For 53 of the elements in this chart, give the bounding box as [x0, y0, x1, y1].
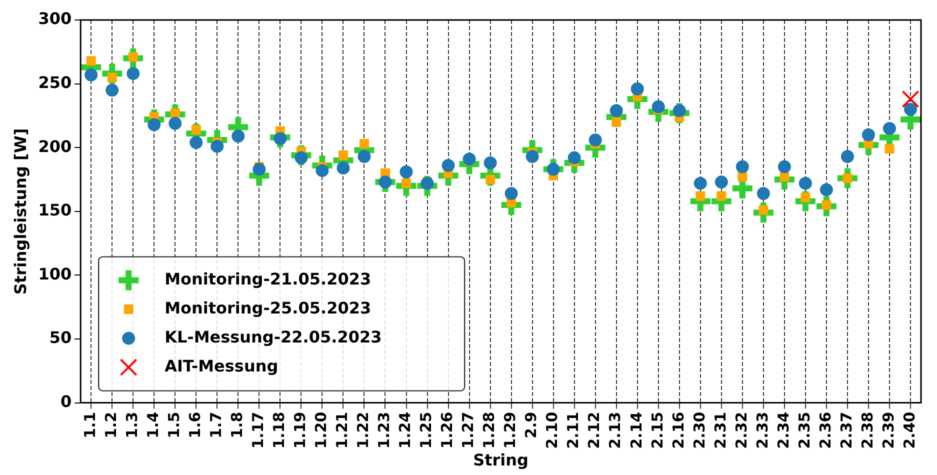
x-tick-label: 1.17 — [249, 412, 268, 449]
x-tick-label: 2.36 — [816, 412, 834, 449]
x-tick-label: 1.29 — [501, 412, 520, 449]
x-tick-label: 1.21 — [333, 412, 352, 449]
legend-label: Monitoring-21.05.2023 — [164, 269, 372, 288]
legend-label: Monitoring-25.05.2023 — [164, 298, 372, 318]
x-tick-label: 1.6 — [186, 412, 204, 438]
x-tick-label: 1.18 — [270, 412, 288, 449]
y-tick-label: 250 — [38, 72, 72, 92]
x-tick-label: 2.39 — [879, 412, 898, 449]
x-tick-label: 2.35 — [795, 412, 814, 449]
x-tick-label: 2.37 — [837, 412, 856, 449]
y-tick-label: 300 — [38, 9, 72, 28]
y-tick-label: 100 — [38, 264, 72, 284]
x-tick-label: 1.4 — [144, 412, 162, 438]
x-tick-label: 2.38 — [858, 412, 876, 449]
x-tick-label: 2.30 — [690, 412, 708, 449]
x-tick-label: 1.22 — [354, 412, 372, 449]
x-tick-label: 2.34 — [774, 412, 792, 449]
x-tick-label: 1.28 — [480, 412, 498, 449]
legend-label: AIT-Messung — [164, 356, 278, 376]
x-tick-label: 1.24 — [396, 412, 414, 449]
x-tick-label: 1.3 — [123, 412, 142, 438]
x-tick-label: 2.31 — [711, 412, 730, 449]
legend-label: KL-Messung-22.05.2023 — [164, 327, 382, 346]
y-tick-label: 50 — [49, 328, 72, 348]
x-tick-label: 2.12 — [585, 412, 604, 449]
y-tick-label: 0 — [60, 392, 72, 411]
y-tick-label: 200 — [38, 136, 72, 156]
x-tick-label: 2.9 — [522, 412, 540, 438]
x-tick-label: 1.27 — [459, 412, 478, 449]
x-tick-label: 2.32 — [732, 412, 750, 449]
x-tick-label: 1.7 — [207, 412, 226, 438]
y-tick-label: 150 — [38, 200, 72, 220]
x-tick-label: 2.14 — [627, 412, 646, 449]
y-axis-title: Stringleistung [W] — [10, 128, 30, 295]
x-tick-label: 1.5 — [165, 412, 184, 438]
x-tick-label: 1.26 — [438, 412, 456, 449]
x-tick-label: 1.19 — [291, 412, 310, 449]
x-tick-label: 2.10 — [543, 412, 562, 449]
x-tick-label: 1.25 — [417, 412, 436, 449]
x-tick-label: 2.13 — [606, 412, 624, 449]
x-tick-label: 2.15 — [648, 412, 666, 449]
x-tick-label: 1.20 — [312, 412, 330, 449]
x-tick-label: 2.16 — [669, 412, 688, 449]
x-tick-label: 2.11 — [564, 412, 582, 449]
x-tick-label: 1.2 — [102, 412, 120, 438]
x-tick-label: 2.33 — [753, 412, 772, 449]
x-tick-label: 1.23 — [375, 412, 394, 449]
x-tick-label: 2.40 — [900, 412, 918, 449]
x-tick-label: 1.1 — [80, 412, 99, 438]
x-tick-label: 1.8 — [228, 412, 246, 438]
x-axis-title: String — [473, 450, 528, 470]
